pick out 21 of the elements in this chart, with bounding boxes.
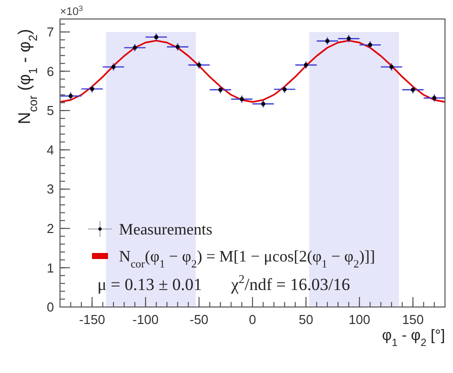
y-tick-label: 4 xyxy=(46,142,54,158)
y-tick-label: 2 xyxy=(46,220,54,236)
legend-label: Measurements xyxy=(119,222,212,239)
y-tick-label: 6 xyxy=(46,64,54,79)
x-tick-label: 100 xyxy=(348,312,370,327)
text: ×10$^{3}$ xyxy=(60,4,83,18)
y-tick-label: 7 xyxy=(46,24,54,40)
y-tick-label: 3 xyxy=(46,182,54,197)
x-tick-label: 0 xyxy=(248,312,256,327)
annotation: μ = 0.13 ± 0.01 xyxy=(97,275,202,294)
annotation: χ$^{2}$/ndf = 16.03/16 xyxy=(230,272,350,294)
x-axis-title: φ$_{1}$ - φ$_{2}$ [°] xyxy=(382,327,445,349)
x-tick-label: -150 xyxy=(79,312,106,327)
y-tick-label: 1 xyxy=(46,260,54,276)
y-tick-label: 0 xyxy=(46,300,54,315)
text: N$_{cor}$(φ$_{1}$ − φ$_{2}$) = M[1 − μcos[2(φ$_{1}$ − φ$_{2}$)]] xyxy=(119,248,376,271)
y-tick-label: 5 xyxy=(46,103,54,118)
x-tick-label: 50 xyxy=(298,312,314,327)
x-tick-label: -50 xyxy=(190,312,208,327)
x-tick-label: 150 xyxy=(402,312,424,327)
x-tick-label: -100 xyxy=(132,312,159,327)
